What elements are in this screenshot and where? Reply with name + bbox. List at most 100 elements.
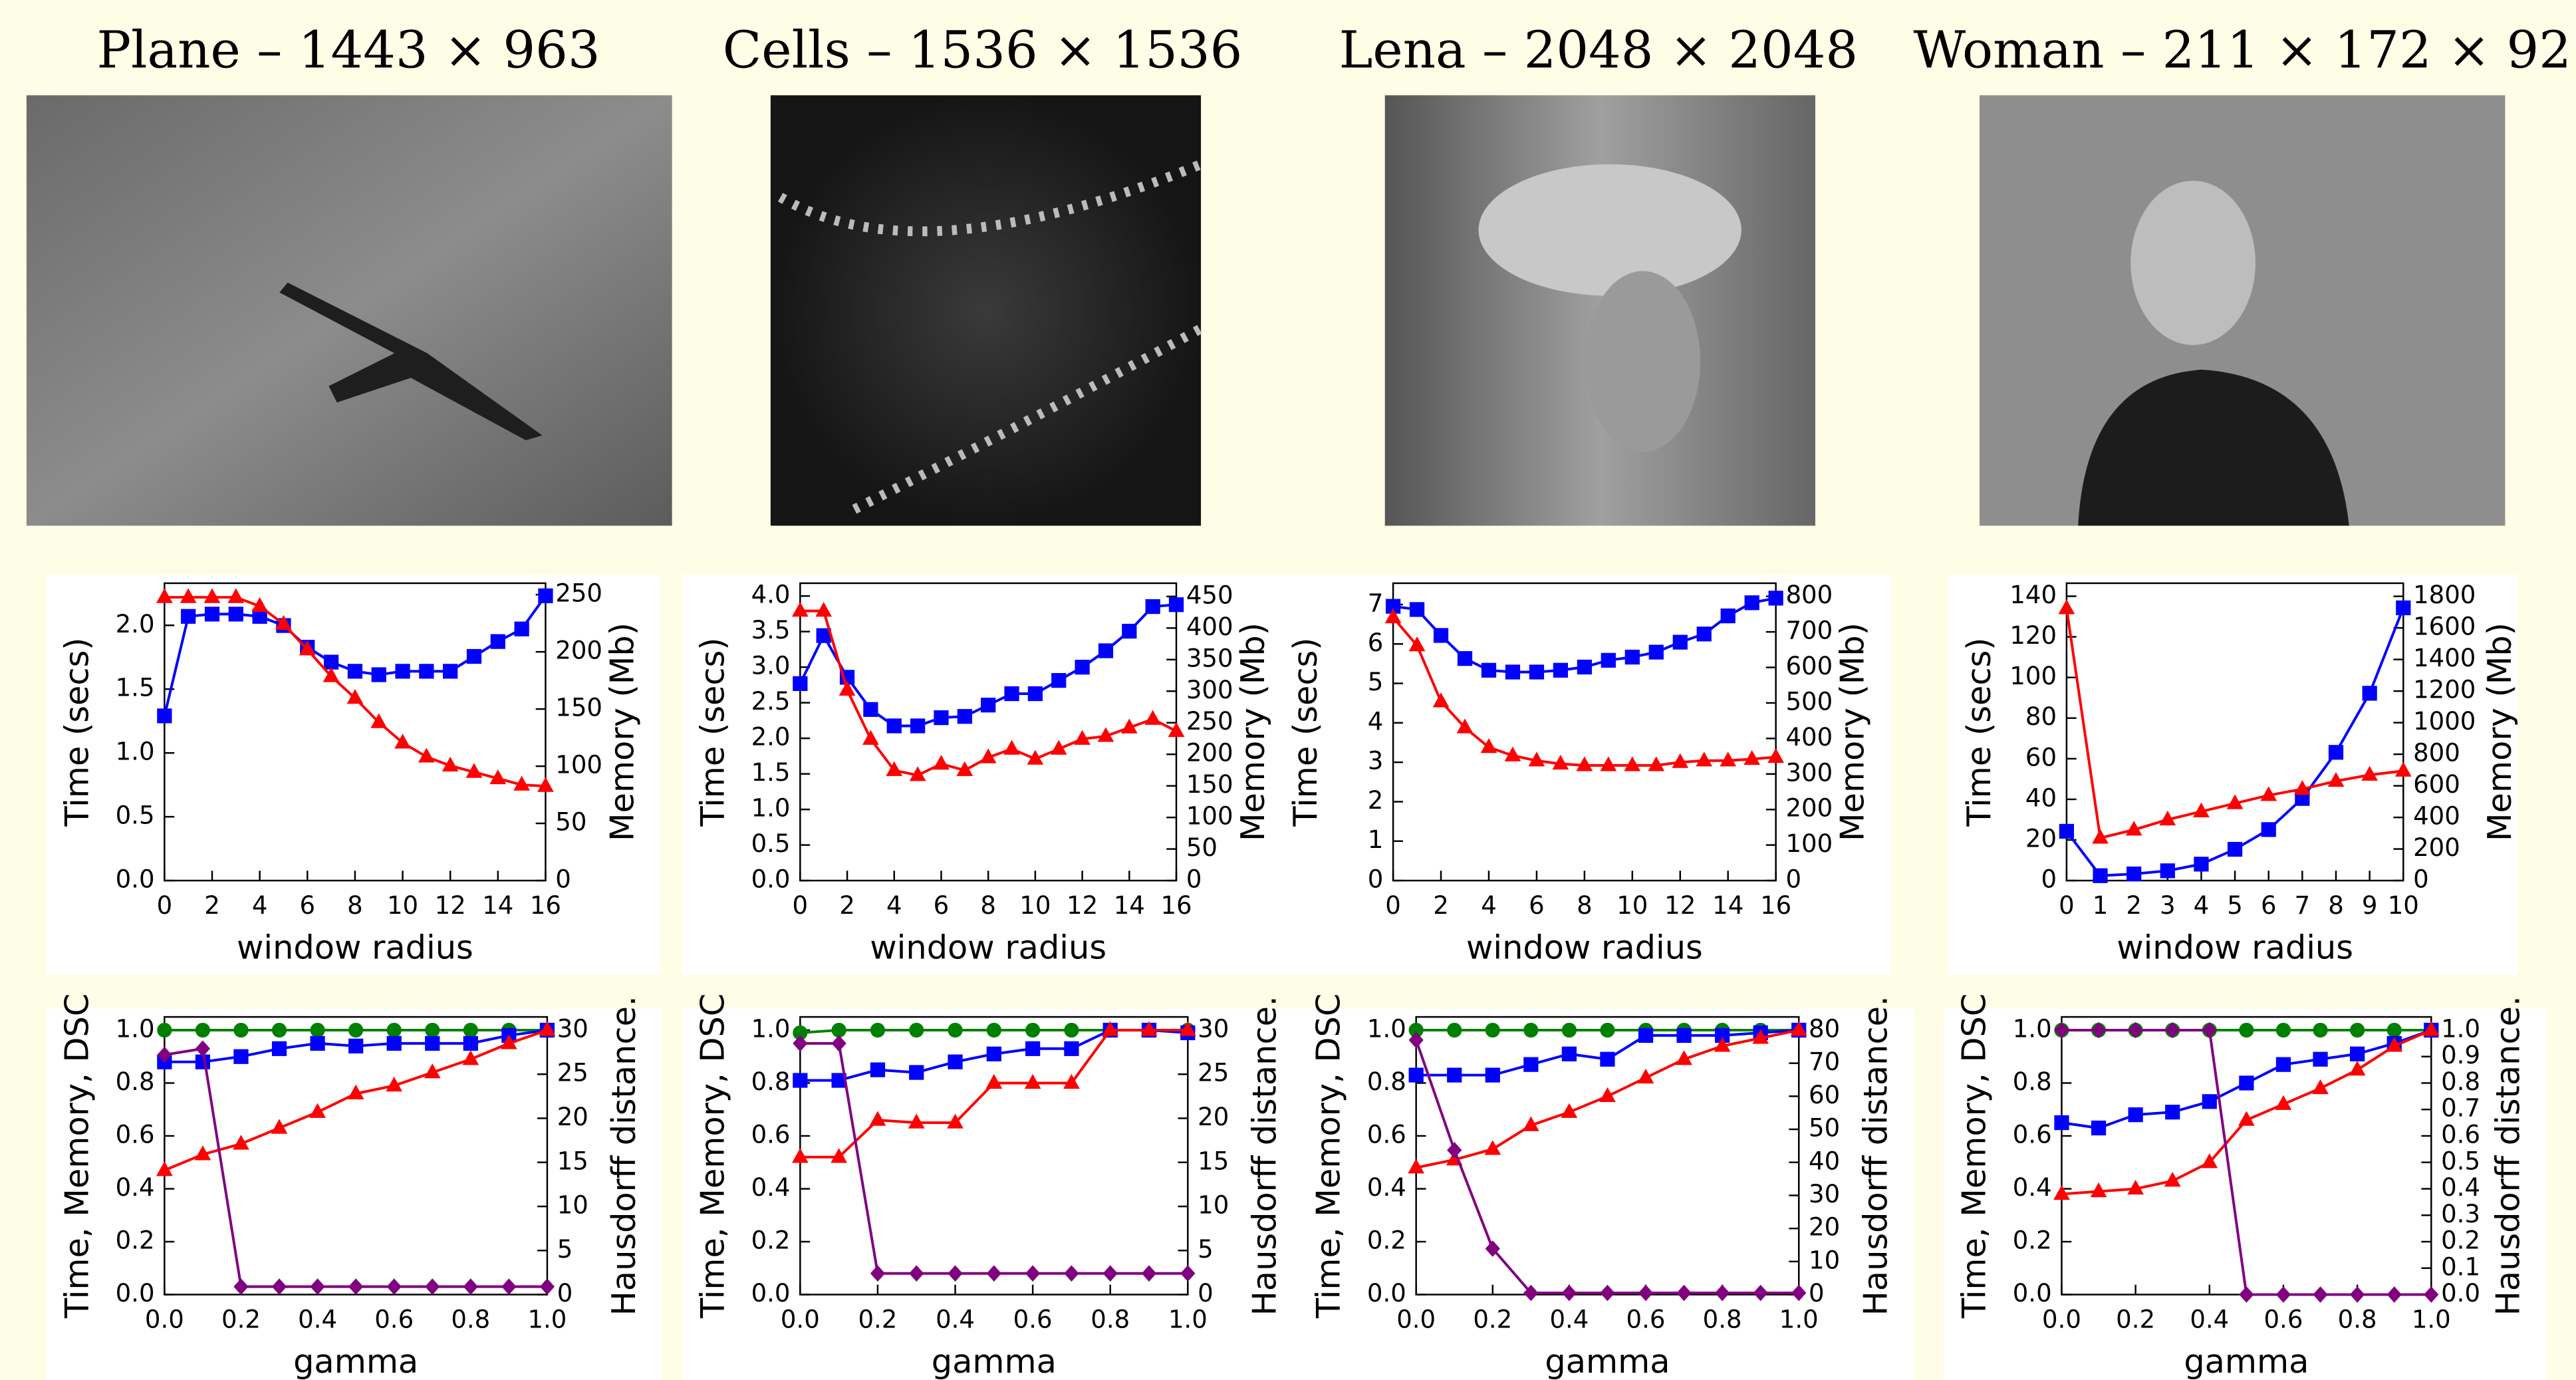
marker	[1552, 754, 1569, 770]
y-tick-label: 7	[1368, 589, 1384, 617]
marker	[816, 628, 831, 643]
y-tick-label: 1.0	[751, 1014, 791, 1043]
marker	[948, 1054, 963, 1069]
x-tick-label: 0.4	[936, 1306, 975, 1334]
y2-tick-label: 0.5	[2441, 1147, 2480, 1175]
y2-tick-label: 150	[555, 694, 602, 722]
y-tick-label: 0.4	[1367, 1173, 1406, 1202]
marker	[1485, 1240, 1500, 1257]
marker	[1523, 1022, 1539, 1038]
x-tick-label: 12	[1067, 891, 1098, 920]
marker	[195, 1022, 211, 1038]
y-axis-label: Time (secs)	[57, 637, 96, 827]
marker	[2361, 765, 2379, 781]
marker	[1027, 750, 1044, 765]
marker	[831, 1022, 846, 1038]
x-axis-label: window radius	[237, 928, 473, 966]
marker	[2275, 1022, 2291, 1038]
marker	[271, 1041, 287, 1056]
marker	[371, 667, 386, 682]
x-tick-label: 16	[1760, 891, 1791, 920]
x-axis-label: window radius	[1466, 928, 1703, 966]
y-tick-label: 0.5	[116, 801, 155, 830]
y2-tick-label: 1000	[2413, 707, 2476, 736]
y2-tick-label: 25	[1198, 1059, 1229, 1087]
chart-panel	[1943, 1008, 2547, 1380]
marker	[1648, 756, 1665, 771]
marker	[271, 1119, 288, 1134]
marker	[227, 588, 245, 603]
marker	[1120, 718, 1138, 734]
y-tick-label: 2.5	[751, 687, 791, 716]
y2-tick-label: 10	[557, 1191, 588, 1220]
y2-tick-label: 70	[1809, 1047, 1840, 1076]
marker	[1409, 602, 1425, 617]
marker	[2328, 745, 2344, 760]
marker	[1064, 1022, 1079, 1038]
marker	[2125, 821, 2142, 836]
marker	[1097, 727, 1114, 742]
marker	[419, 664, 434, 679]
marker	[425, 1022, 440, 1038]
marker	[1003, 740, 1020, 755]
marker	[869, 1111, 886, 1126]
y-tick-label: 0.6	[116, 1120, 155, 1149]
marker	[791, 1148, 809, 1163]
marker	[909, 1265, 924, 1282]
marker	[2239, 1075, 2254, 1091]
marker	[2394, 761, 2412, 777]
y-tick-label: 140	[2009, 581, 2057, 609]
marker	[2362, 686, 2377, 701]
marker	[1484, 1140, 1501, 1155]
chart-panel	[1297, 1008, 1914, 1380]
y-tick-label: 1.0	[1367, 1014, 1406, 1043]
marker	[886, 761, 903, 776]
marker	[462, 1050, 479, 1065]
marker	[2386, 1037, 2403, 1052]
y2-tick-label: 10	[1809, 1246, 1840, 1274]
marker	[1447, 1142, 1462, 1159]
x-axis-label: window radius	[2117, 928, 2353, 966]
y-tick-label: 0.2	[1367, 1226, 1406, 1255]
marker	[1481, 662, 1497, 678]
x-tick-label: 0.6	[374, 1306, 414, 1334]
marker	[1025, 1041, 1041, 1056]
marker	[2424, 1286, 2439, 1303]
x-tick-label: 0.8	[1091, 1306, 1130, 1334]
marker	[2059, 823, 2075, 839]
marker	[831, 1148, 847, 1163]
marker	[2090, 1182, 2107, 1198]
chart-panel	[1275, 575, 1891, 974]
marker	[2386, 1022, 2402, 1038]
marker	[2193, 802, 2210, 817]
x-tick-label: 0.4	[2190, 1306, 2229, 1334]
marker	[513, 775, 530, 791]
marker	[815, 602, 833, 617]
marker	[1601, 652, 1616, 668]
chart-panel	[46, 1008, 662, 1380]
marker	[2275, 1057, 2291, 1072]
marker	[2294, 780, 2311, 795]
x-tick-label: 0.2	[221, 1306, 261, 1334]
y2-tick-label: 450	[1186, 581, 1233, 609]
marker	[386, 1076, 403, 1092]
marker	[956, 761, 973, 776]
marker	[838, 680, 856, 696]
marker	[831, 1035, 846, 1052]
marker	[299, 640, 316, 656]
y-tick-label: 4.0	[751, 581, 791, 609]
marker	[870, 1062, 886, 1077]
marker	[1447, 1067, 1462, 1083]
marker	[1408, 1022, 1424, 1038]
x-axis-label: gamma	[293, 1342, 418, 1380]
x-tick-label: 14	[482, 891, 513, 920]
x-tick-label: 8	[1577, 891, 1593, 920]
marker	[2159, 810, 2176, 826]
image-title: Plane – 1443 × 963	[97, 21, 600, 80]
marker	[2349, 1061, 2366, 1076]
chart-panel	[682, 1008, 1303, 1380]
marker	[2261, 822, 2276, 837]
y-tick-label: 3	[1368, 747, 1384, 775]
x-tick-label: 0.6	[1013, 1306, 1053, 1334]
y-tick-label: 0	[2041, 865, 2057, 894]
